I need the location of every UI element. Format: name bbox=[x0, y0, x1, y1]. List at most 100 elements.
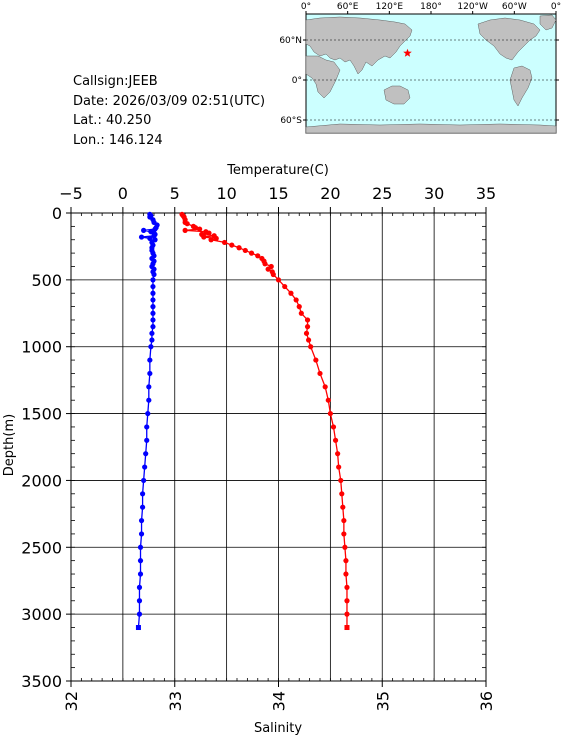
salinity-tick-label: 36 bbox=[477, 691, 496, 711]
salinity-profile-point bbox=[340, 504, 346, 510]
salinity-profile-point bbox=[298, 310, 304, 316]
temperature-profile-point bbox=[150, 277, 156, 283]
salinity-profile-line bbox=[181, 213, 348, 628]
salinity-profile-point bbox=[330, 424, 337, 430]
temperature-profile-point bbox=[151, 233, 157, 239]
temperature-profile-point bbox=[152, 226, 158, 232]
salinity-profile-point bbox=[343, 558, 349, 564]
salinity-profile-point bbox=[275, 277, 282, 283]
temperature-profile-point bbox=[136, 611, 143, 617]
temperature-tick-label: 25 bbox=[372, 184, 392, 203]
salinity-tick-label: 33 bbox=[166, 691, 185, 711]
depth-axis-title: Depth(m) bbox=[2, 414, 17, 476]
temperature-profile-point bbox=[149, 337, 155, 343]
salinity-profile-point bbox=[344, 584, 350, 591]
salinity-profile-point bbox=[336, 464, 342, 470]
temperature-profile-point bbox=[150, 324, 156, 330]
temperature-profile-point bbox=[143, 451, 149, 457]
salinity-profile-point bbox=[342, 544, 348, 550]
temperature-profile-point bbox=[136, 598, 143, 604]
salinity-profile-point bbox=[344, 598, 350, 604]
salinity-profile-point bbox=[293, 297, 299, 303]
temperature-profile-point bbox=[139, 491, 146, 497]
temperature-profile-point bbox=[137, 571, 144, 577]
salinity-profile-point bbox=[305, 337, 312, 343]
temperature-tick-label: 5 bbox=[170, 184, 180, 203]
temperature-profile-point bbox=[139, 504, 146, 510]
depth-tick-label: 500 bbox=[31, 271, 62, 290]
temperature-profile-point bbox=[142, 464, 148, 470]
salinity-profile-point bbox=[182, 227, 188, 233]
map-lon-label: 0° bbox=[551, 2, 561, 12]
temperature-profile-point bbox=[150, 317, 156, 323]
salinity-tick-label: 35 bbox=[373, 691, 392, 711]
station-info: Callsign:JEEB Date: 2026/03/09 02:51(UTC… bbox=[73, 72, 265, 150]
salinity-profile-point bbox=[201, 234, 207, 240]
depth-tick-label: 1500 bbox=[21, 405, 62, 424]
salinity-profile-point bbox=[327, 410, 333, 417]
salinity-profile-point bbox=[242, 247, 248, 254]
salinity-profile-point bbox=[192, 225, 199, 231]
depth-tick-label: 1000 bbox=[21, 338, 62, 357]
map-lon-label: 60°E bbox=[337, 2, 359, 12]
salinity-profile-point bbox=[308, 344, 314, 350]
salinity-profile-point bbox=[332, 437, 339, 443]
salinity-axis-title: Salinity bbox=[254, 721, 302, 736]
salinity-profile-point bbox=[341, 517, 347, 524]
map-land bbox=[305, 14, 557, 134]
salinity-tick-label: 34 bbox=[270, 691, 289, 711]
salinity-profile-point bbox=[304, 317, 311, 323]
temperature-profile-point bbox=[147, 370, 153, 377]
date-label: Date: 2026/03/09 02:51(UTC) bbox=[73, 93, 266, 109]
salinity-profile-point bbox=[325, 397, 331, 403]
vertical-gridlines bbox=[70, 213, 487, 681]
temperature-profile-point bbox=[148, 344, 154, 350]
salinity-profile-point bbox=[248, 250, 255, 256]
temperature-tick-label: 20 bbox=[320, 184, 340, 203]
temperature-profile-point bbox=[138, 517, 145, 524]
salinity-profile-point bbox=[304, 324, 311, 330]
latitude-label: Lat.: 40.250 bbox=[73, 113, 152, 128]
map-lat-label: 60°S bbox=[280, 116, 302, 126]
temperature-profile-point bbox=[137, 544, 144, 550]
map-lon-label: 120°W bbox=[457, 2, 488, 12]
temperature-profile-point bbox=[150, 290, 156, 296]
salinity-profile-point bbox=[344, 625, 350, 631]
temperature-profile-point bbox=[150, 297, 156, 303]
temperature-profile-point bbox=[144, 424, 150, 430]
temperature-profile-point bbox=[149, 330, 155, 336]
temperature-profile-point bbox=[138, 531, 145, 537]
longitude-label: Lon.: 146.124 bbox=[73, 132, 163, 148]
temperature-tick-label: −5 bbox=[59, 184, 83, 203]
temperature-tick-label: 0 bbox=[118, 184, 128, 203]
temperature-tick-label: 35 bbox=[476, 184, 496, 203]
depth-tick-label: 3000 bbox=[21, 605, 62, 624]
salinity-profile-point bbox=[288, 290, 294, 296]
temperature-profile-point bbox=[150, 304, 156, 310]
depth-tick-label: 2000 bbox=[21, 471, 62, 490]
salinity-profile-point bbox=[206, 230, 212, 236]
salinity-profile-point bbox=[270, 271, 276, 278]
map-lon-label: 0° bbox=[301, 2, 311, 12]
salinity-profile-point bbox=[282, 283, 288, 290]
map-lon-label: 120°E bbox=[376, 2, 404, 12]
temperature-profile-point bbox=[137, 558, 144, 564]
temperature-profile-point bbox=[147, 235, 153, 242]
map-lon-label: 60°W bbox=[502, 2, 527, 12]
salinity-profile-point bbox=[296, 304, 302, 310]
map-lat-label: 0° bbox=[292, 76, 302, 86]
depth-tick-label: 3500 bbox=[21, 672, 62, 691]
salinity-profile-point bbox=[322, 384, 328, 390]
depth-tick-label: 0 bbox=[52, 204, 62, 223]
series-layer bbox=[135, 211, 350, 631]
temperature-profile-point bbox=[150, 283, 156, 290]
salinity-profile-point bbox=[236, 245, 242, 251]
salinity-tick-label: 32 bbox=[62, 691, 81, 711]
temperature-tick-label: 15 bbox=[268, 184, 288, 203]
salinity-ticks: 32 33 34 35 36 bbox=[62, 678, 496, 711]
salinity-profile-point bbox=[262, 261, 268, 267]
temperature-axis-title: Temperature(C) bbox=[226, 163, 329, 178]
salinity-profile-point bbox=[255, 253, 261, 259]
salinity-profile-point bbox=[338, 477, 344, 484]
